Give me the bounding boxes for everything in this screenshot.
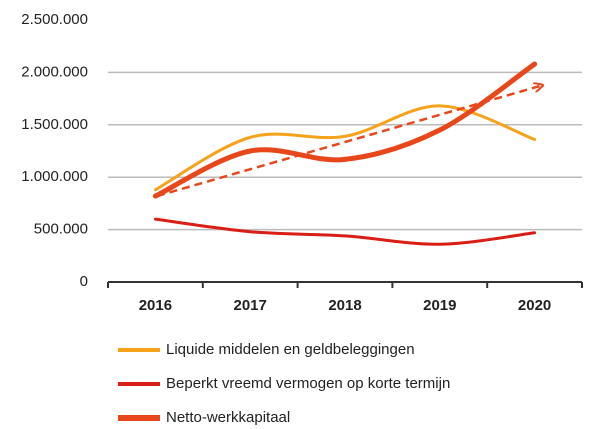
y-tick-label: 2.000.000 (21, 63, 88, 80)
x-tick-label: 2018 (328, 297, 361, 314)
x-tick-label: 2017 (234, 297, 267, 314)
series-line (153, 104, 537, 192)
y-tick-label: 500.000 (34, 221, 88, 238)
y-tick-label: 1.000.000 (21, 168, 88, 185)
legend-label: Liquide middelen en geldbeleggingen (166, 341, 415, 358)
legend-label: Netto-werkkapitaal (166, 409, 290, 426)
x-tick-label: 2020 (518, 297, 551, 314)
trend-arrow (156, 86, 540, 198)
x-tick-label: 2019 (423, 297, 456, 314)
legend-label: Beperkt vreemd vermogen op korte termijn (166, 375, 450, 392)
plot: 0 500.000 1.000.000 1.500.000 2.000.000 2.500… (21, 11, 583, 426)
series-line (153, 217, 537, 246)
y-tick-label: 0 (80, 273, 88, 290)
y-tick-label: 2.500.000 (21, 11, 88, 28)
x-tick-label: 2016 (139, 297, 172, 314)
series-line (152, 61, 538, 199)
y-tick-label: 1.500.000 (21, 116, 88, 133)
